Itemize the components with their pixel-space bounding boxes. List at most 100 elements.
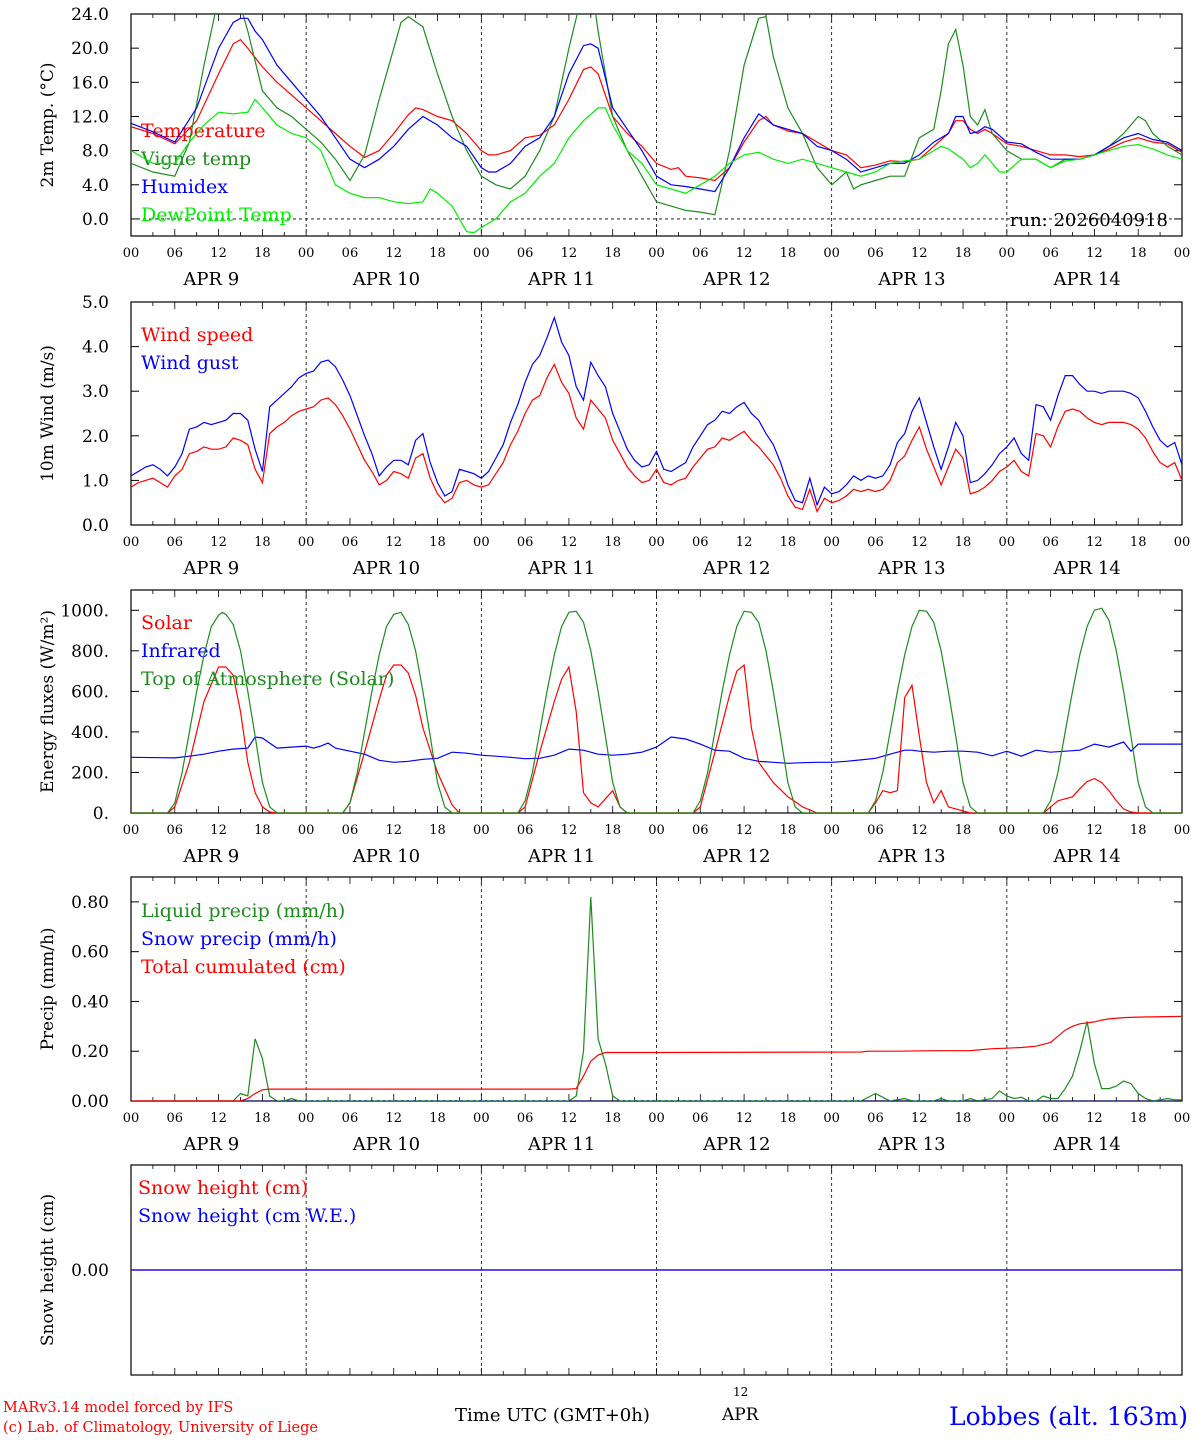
- hour-label: 00: [823, 1111, 840, 1126]
- series-line-total-cumulated-cm-: [131, 1015, 1182, 1101]
- hour-label: 06: [342, 823, 359, 838]
- y-tick-label: 400.: [71, 723, 109, 743]
- y-tick-label: 0.20: [71, 1042, 109, 1062]
- hour-label: 12: [911, 535, 928, 550]
- legend-entry: Infrared: [141, 640, 221, 662]
- hour-label: 12: [736, 535, 753, 550]
- series-line-temperature: [131, 38, 1182, 182]
- hour-label: 18: [780, 823, 797, 838]
- hour-label: 06: [517, 246, 534, 261]
- hour-label: 18: [429, 535, 446, 550]
- x-axis-title: Time UTC (GMT+0h): [455, 1405, 650, 1426]
- y-tick-label: 600.: [71, 682, 109, 702]
- hour-label: 18: [254, 1111, 271, 1126]
- y-tick-label: 0.00: [71, 1261, 109, 1281]
- hour-label: 12: [561, 246, 578, 261]
- day-label: APR 13: [877, 846, 945, 867]
- hour-label: 00: [1174, 535, 1191, 550]
- day-label: APR 14: [1052, 846, 1120, 867]
- y-tick-label: 0.0: [82, 516, 109, 536]
- hour-label: 00: [1174, 823, 1191, 838]
- hour-label: 00: [999, 246, 1016, 261]
- hour-label: 06: [342, 535, 359, 550]
- day-label: APR 12: [702, 846, 770, 867]
- day-label: APR 10: [352, 269, 420, 290]
- panel-energy: 0. 200. 400. 600. 800. 1000.Energy fluxes (W/…: [38, 589, 1191, 867]
- hour-label: 06: [167, 1111, 184, 1126]
- hour-label: 12: [1086, 246, 1103, 261]
- legend-entry: Top of Atmosphere (Solar): [141, 668, 394, 690]
- hour-label: 06: [1042, 1111, 1059, 1126]
- hour-label: 12: [911, 246, 928, 261]
- lab-credit: (c) Lab. of Climatology, University of L…: [3, 1420, 318, 1436]
- hour-label: 12: [385, 1111, 402, 1126]
- day-label: APR 10: [352, 846, 420, 867]
- hour-label: 18: [429, 246, 446, 261]
- hour-label: 06: [167, 823, 184, 838]
- y-tick-label: 8.0: [82, 142, 109, 162]
- y-axis-label: 2m Temp. (°C): [38, 62, 58, 187]
- legend-entry: Temperature: [141, 120, 265, 142]
- legend-entry: Total cumulated (cm): [141, 956, 346, 978]
- hour-label: 18: [955, 823, 972, 838]
- hour-label: 00: [473, 1111, 490, 1126]
- hour-label: 06: [1042, 535, 1059, 550]
- hour-label: 12: [561, 535, 578, 550]
- day-label: APR 11: [527, 269, 595, 290]
- legend-entry: Snow height (cm): [138, 1177, 308, 1199]
- hour-label: 18: [955, 535, 972, 550]
- day-label: APR 10: [352, 558, 420, 579]
- hour-label: 00: [123, 823, 140, 838]
- series-line-infrared: [131, 736, 1182, 764]
- hour-label: 18: [1130, 246, 1147, 261]
- hour-label: 00: [999, 823, 1016, 838]
- panel-snow: 0.00 Snow height (cm) Snow height (cm) Snow…: [38, 1164, 1183, 1376]
- legend-entry: Snow precip (mm/h): [141, 928, 337, 950]
- series-line-top-of-atmosphere-solar-: [131, 607, 1182, 813]
- panel-temp: 0.0 4.0 8.0 12.0 16.0 20.0 24.0 2m Temp. (°C) Te…: [38, 5, 1190, 290]
- day-label: APR 9: [182, 846, 239, 867]
- hour-label: 12: [210, 823, 227, 838]
- legend-entry: Solar: [141, 612, 193, 634]
- hour-label: 18: [780, 246, 797, 261]
- day-label: APR 13: [877, 558, 945, 579]
- hour-label: 00: [1174, 1111, 1191, 1126]
- series-line-dewpoint-temp: [131, 98, 1182, 234]
- hour-label: 06: [692, 246, 709, 261]
- hour-label: 18: [1130, 823, 1147, 838]
- legend-entry: Snow height (cm W.E.): [138, 1205, 356, 1227]
- y-tick-label: 0.: [93, 804, 109, 824]
- hour-label: 06: [517, 1111, 534, 1126]
- y-tick-label: 12.0: [71, 107, 109, 127]
- hour-label: 06: [167, 246, 184, 261]
- hour-label: 06: [692, 823, 709, 838]
- series-line-liquid-precip-mm-h-: [131, 896, 1182, 1101]
- hour-label: 12: [385, 823, 402, 838]
- hour-label: 12: [561, 1111, 578, 1126]
- y-tick-label: 0.00: [71, 1092, 109, 1112]
- hour-label: 12: [210, 246, 227, 261]
- hour-label: 12: [736, 1111, 753, 1126]
- hour-label: 06: [342, 1111, 359, 1126]
- day-label: APR 9: [182, 1134, 239, 1155]
- hour-label: 18: [780, 535, 797, 550]
- day-label: APR 11: [527, 1134, 595, 1155]
- y-tick-label: 200.: [71, 763, 109, 783]
- y-tick-label: 0.40: [71, 992, 109, 1012]
- hour-label: 18: [429, 1111, 446, 1126]
- day-label: APR 11: [527, 846, 595, 867]
- y-tick-label: 3.0: [82, 382, 109, 402]
- day-label: APR 11: [527, 558, 595, 579]
- hour-label: 18: [254, 823, 271, 838]
- y-tick-label: 4.0: [82, 176, 109, 196]
- hour-label: 06: [867, 823, 884, 838]
- y-tick-label: 20.0: [71, 39, 109, 59]
- hour-label: 12: [210, 535, 227, 550]
- hour-label: 12: [1086, 535, 1103, 550]
- panel-frame: [130, 301, 1183, 526]
- y-tick-label: 16.0: [71, 73, 109, 93]
- series-line-solar: [131, 663, 1182, 813]
- day-label: APR 14: [1052, 269, 1120, 290]
- panel-frame: [130, 589, 1183, 814]
- legend-entry: Wind gust: [141, 352, 239, 374]
